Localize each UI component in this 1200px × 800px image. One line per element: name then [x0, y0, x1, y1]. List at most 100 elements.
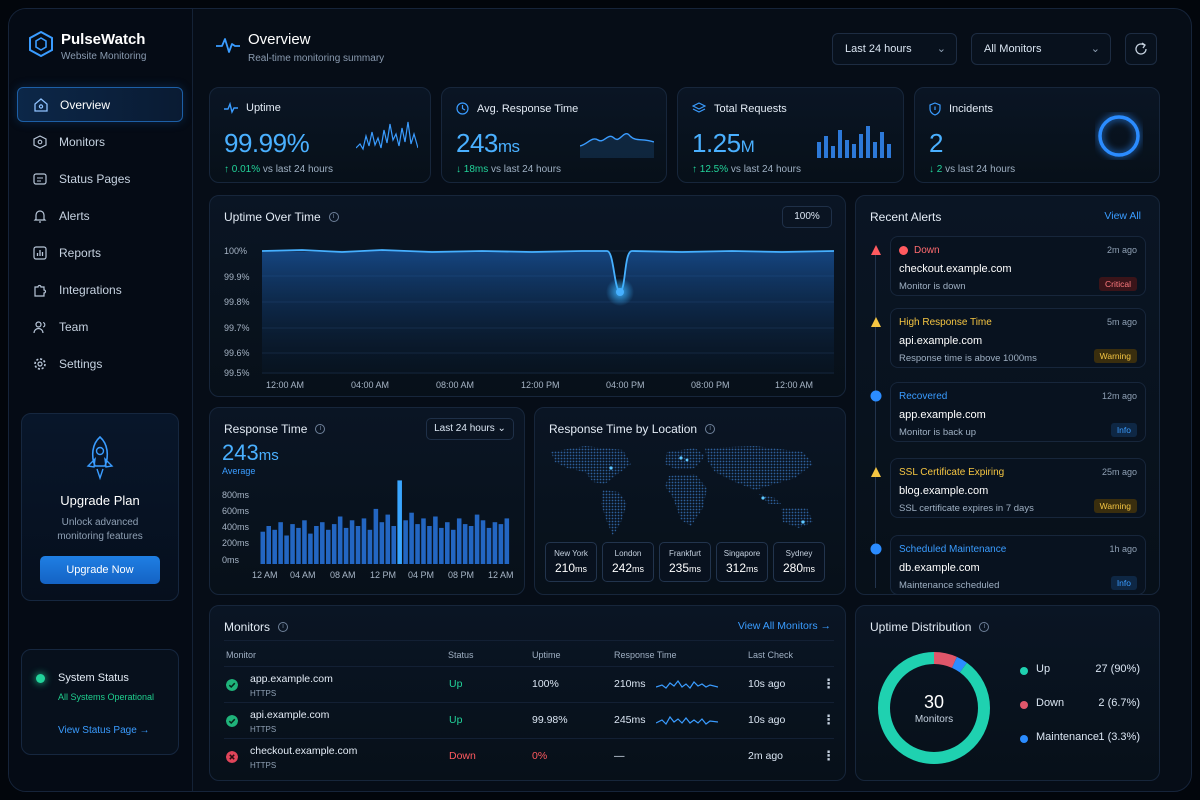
more-vertical-icon[interactable]: ⋮: [822, 712, 835, 727]
gear-icon: [34, 357, 46, 370]
alert-message: SSL certificate expires in 7 days: [899, 503, 1034, 514]
alert-host: blog.example.com: [899, 485, 989, 497]
system-status-title: System Status: [58, 672, 129, 684]
home-icon: [34, 97, 48, 112]
alert-item[interactable]: High Response Time 5m ago api.example.co…: [890, 308, 1146, 368]
table-row[interactable]: checkout.example.com HTTPS Down 0% — 2m …: [224, 738, 835, 774]
view-all-alerts-link[interactable]: View All: [1104, 210, 1141, 222]
location-sydney[interactable]: Sydney 280ms: [773, 542, 825, 582]
alert-item[interactable]: Recovered 12m ago app.example.com Monito…: [890, 382, 1146, 442]
monitor-filter-select[interactable]: All Monitors ⌄: [971, 33, 1111, 65]
sidebar-item-team[interactable]: Team: [17, 309, 183, 344]
pulse-icon: [224, 102, 238, 114]
arrow-up-icon: ↑: [692, 164, 697, 175]
legend-label: Up: [1036, 663, 1051, 675]
sidebar-item-integrations[interactable]: Integrations: [17, 272, 183, 307]
time-range-select[interactable]: Last 24 hours ⌄: [832, 33, 957, 65]
response-range-select[interactable]: Last 24 hours ⌄: [426, 418, 514, 440]
column-header: Monitor: [226, 650, 257, 660]
sidebar-item-label: Integrations: [59, 282, 122, 297]
location-london[interactable]: London 242ms: [602, 542, 654, 582]
info-icon[interactable]: i: [328, 212, 339, 222]
info-icon[interactable]: i: [315, 424, 326, 434]
alert-message: Monitor is down: [899, 281, 966, 292]
sidebar-item-monitors[interactable]: Monitors: [17, 124, 183, 159]
location-city: New York: [554, 549, 588, 558]
y-tick: 400ms: [222, 522, 250, 532]
location-number: 210: [554, 561, 576, 575]
upgrade-now-button[interactable]: Upgrade Now: [40, 556, 160, 584]
alert-triangle-icon: [871, 245, 881, 255]
arrow-right-icon: →: [820, 620, 832, 632]
app-window: PulseWatch Website Monitoring Overview M…: [8, 8, 1192, 792]
response-bar: [355, 526, 361, 564]
row-sparkline: [656, 715, 718, 725]
alert-host: db.example.com: [899, 562, 980, 574]
response-bar: [308, 533, 313, 564]
response-bar: [314, 526, 319, 564]
refresh-icon: [1135, 42, 1147, 55]
response-bar: [379, 522, 385, 564]
info-icon[interactable]: i: [979, 622, 990, 632]
avg-response-value: 243ms: [222, 440, 279, 466]
monitor-status: Down: [449, 750, 476, 762]
alert-item[interactable]: Down 2m ago checkout.example.com Monitor…: [890, 236, 1146, 296]
recent-alerts-card: Recent Alerts View All Down 2m ago check…: [855, 195, 1160, 595]
alert-badge: Warning: [1093, 499, 1137, 513]
location-unit: ms: [632, 564, 645, 574]
upgrade-title: Upgrade Plan: [60, 493, 140, 508]
sidebar-item-reports[interactable]: Reports: [17, 235, 183, 270]
sidebar-item-alerts[interactable]: Alerts: [17, 198, 183, 233]
sidebar-item-settings[interactable]: Settings: [17, 346, 183, 381]
location-new-york[interactable]: New York 210ms: [545, 542, 597, 582]
uptime-badge[interactable]: 100%: [782, 206, 832, 228]
info-icon[interactable]: i: [278, 622, 289, 632]
refresh-button[interactable]: [1125, 33, 1157, 65]
stat-value-number: 2: [929, 128, 943, 158]
page-title: Overview: [248, 31, 311, 48]
location-frankfurt[interactable]: Frankfurt 235ms: [659, 542, 711, 582]
x-tick: 12 AM: [252, 570, 278, 580]
chevron-down-icon: ⌄: [1090, 43, 1100, 55]
stat-trend: ↓ 2 vs last 24 hours: [929, 164, 1015, 175]
arrow-up-icon: ↑: [224, 164, 229, 175]
sidebar: PulseWatch Website Monitoring Overview M…: [9, 9, 193, 791]
response-bar: [302, 520, 307, 564]
more-vertical-icon[interactable]: ⋮: [822, 748, 835, 763]
response-bar: [462, 524, 468, 564]
check-circle-icon: [226, 715, 238, 727]
info-icon[interactable]: i: [705, 424, 716, 434]
monitor-protocol: HTTPS: [250, 761, 277, 770]
stat-label-text: Incidents: [949, 103, 994, 115]
view-all-monitors-link[interactable]: View All Monitors →: [738, 620, 831, 632]
view-all-monitors-label: View All Monitors: [737, 620, 818, 632]
card-title: Monitors i: [224, 620, 289, 634]
alert-type: Down: [899, 245, 940, 256]
response-time-card: Response Time i Last 24 hours ⌄ 243ms Ave…: [209, 407, 525, 595]
alert-item[interactable]: SSL Certificate Expiring 25m ago blog.ex…: [890, 458, 1146, 518]
x-tick: 08:00 AM: [436, 380, 475, 390]
more-vertical-icon[interactable]: ⋮: [822, 676, 835, 691]
y-tick: 99.6%: [224, 348, 250, 358]
view-status-page-link[interactable]: View Status Page →: [58, 725, 150, 736]
x-tick: 08 PM: [448, 570, 475, 580]
y-tick: 99.8%: [224, 297, 250, 307]
response-bar: [337, 516, 343, 564]
column-header: Status: [448, 650, 474, 660]
upgrade-plan-card: Upgrade Plan Unlock advanced monitoring …: [21, 413, 179, 601]
monitor-response: —: [614, 750, 625, 762]
response-range-value: Last 24 hours: [434, 423, 495, 434]
brand[interactable]: PulseWatch Website Monitoring: [29, 29, 189, 69]
table-row[interactable]: api.example.com HTTPS Up 99.98% 245ms 10…: [224, 702, 835, 738]
alert-item[interactable]: Scheduled Maintenance 1h ago db.example.…: [890, 535, 1146, 594]
distribution-donut-chart: [878, 652, 990, 764]
location-singapore[interactable]: Singapore 312ms: [716, 542, 768, 582]
stat-value: 243ms: [456, 128, 520, 159]
donut-segment-up[interactable]: [878, 652, 990, 764]
response-bar: [456, 518, 462, 564]
sidebar-item-overview[interactable]: Overview: [17, 87, 183, 122]
table-row[interactable]: app.example.com HTTPS Up 100% 210ms 10s …: [224, 666, 835, 702]
legend-value: 27 (90%): [1095, 663, 1140, 675]
alert-type: Recovered: [899, 391, 948, 402]
sidebar-item-status-pages[interactable]: Status Pages: [17, 161, 183, 196]
